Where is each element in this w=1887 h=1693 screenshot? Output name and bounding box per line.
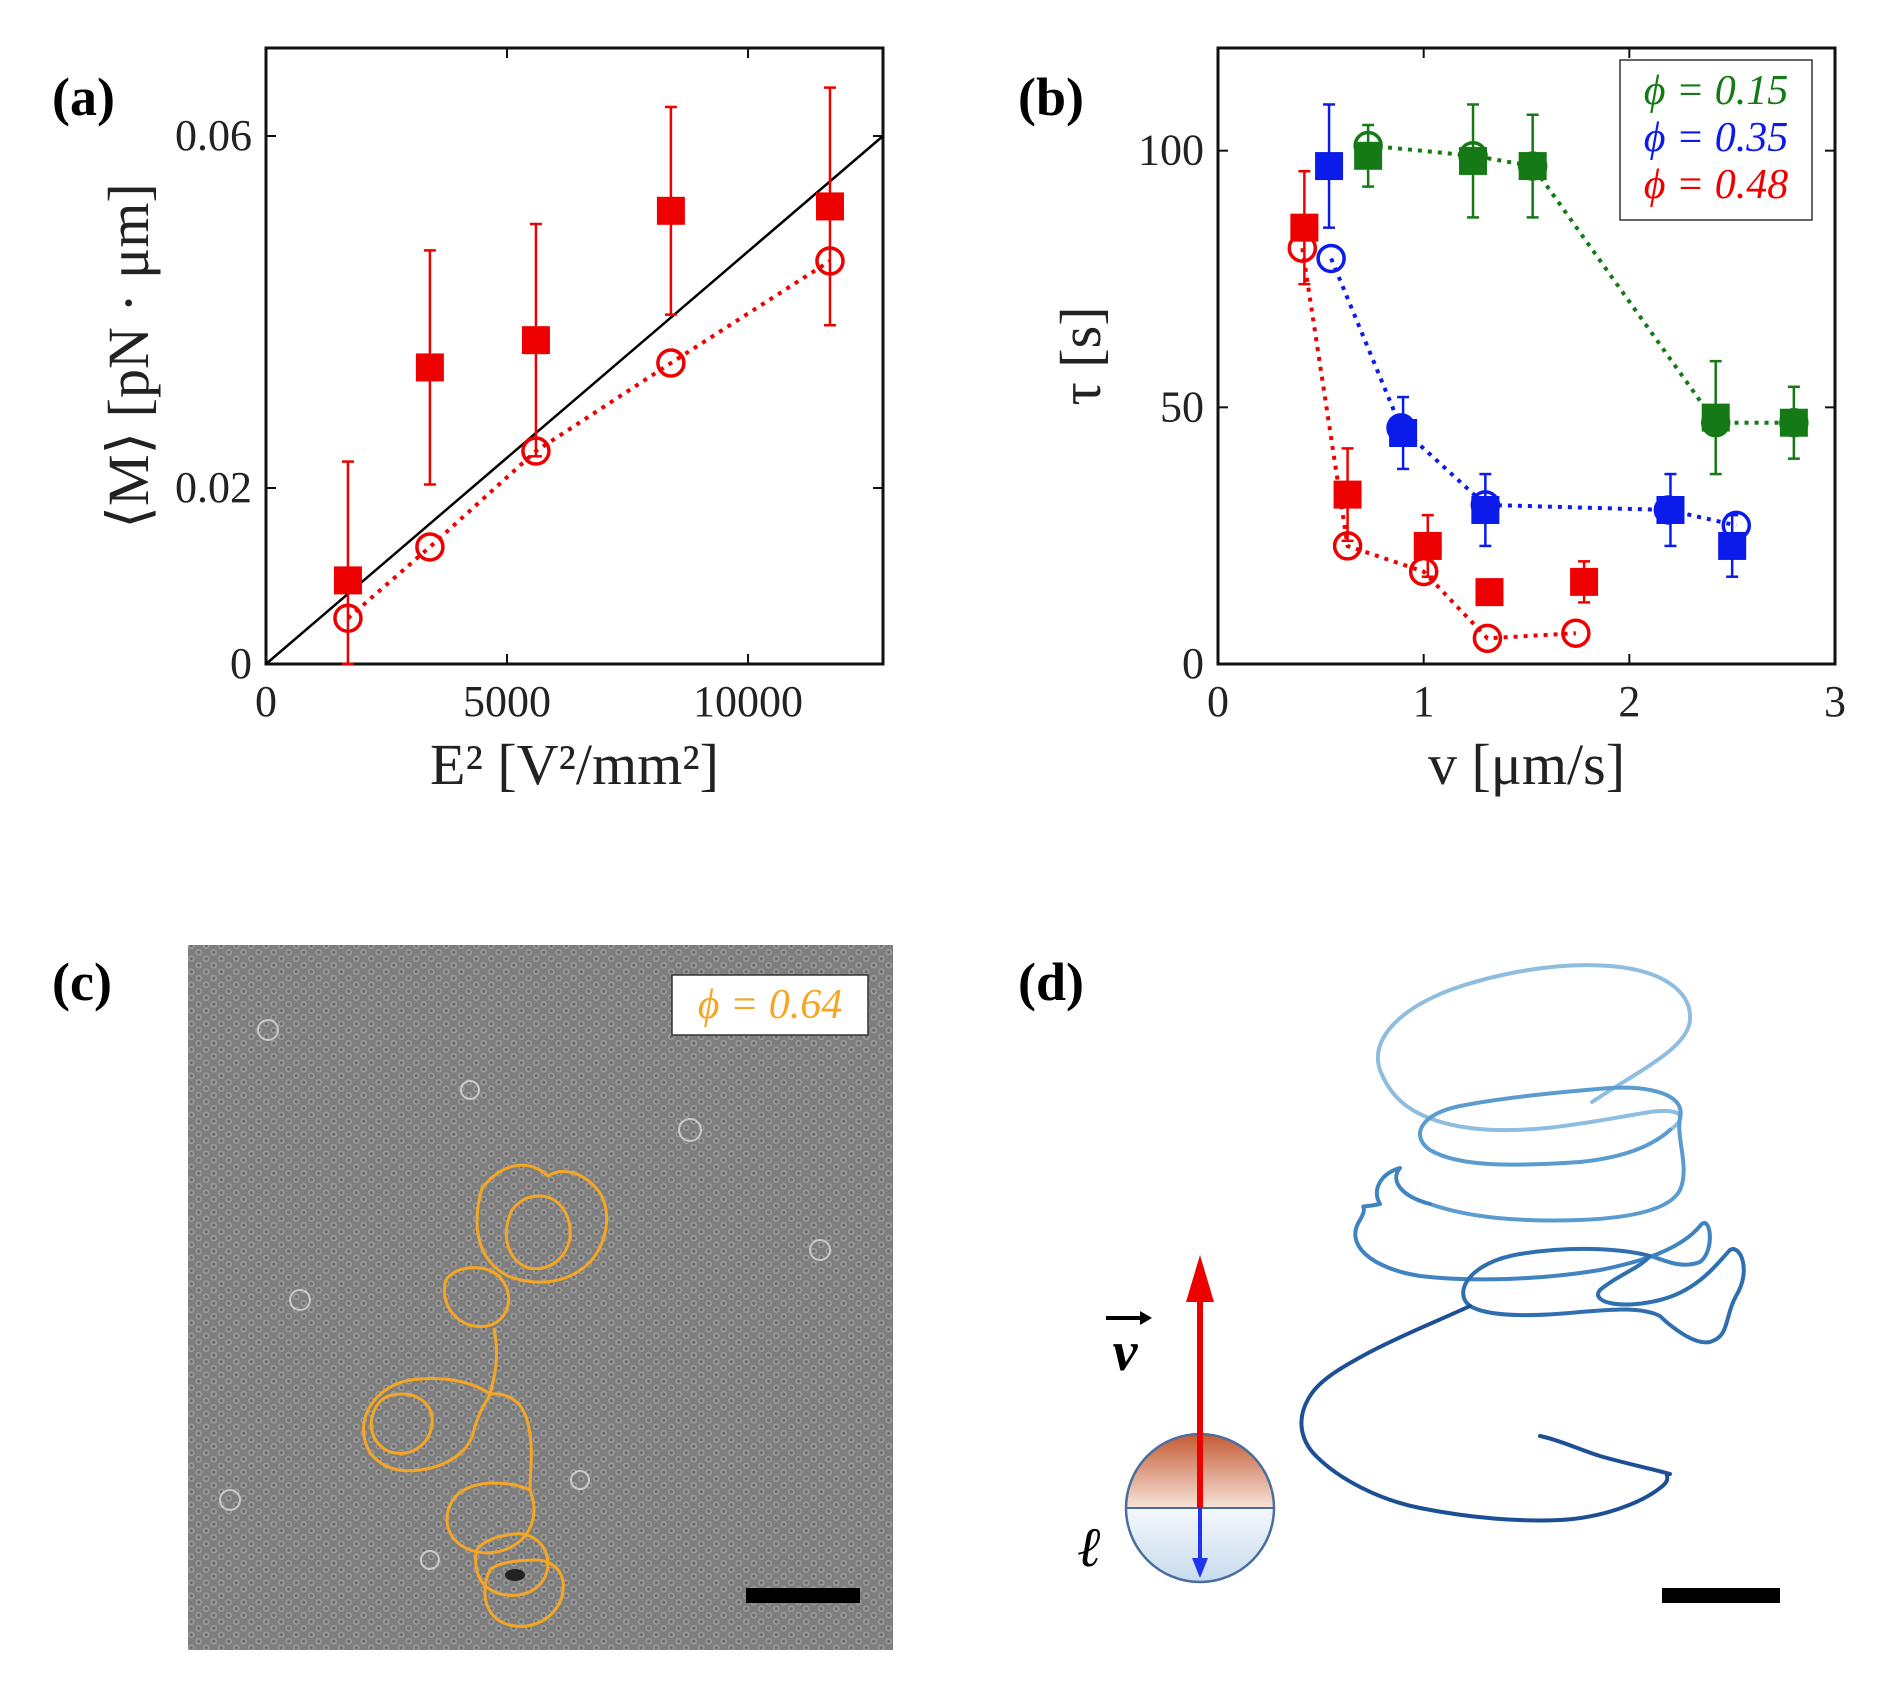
chart-b-circle-point	[1458, 141, 1488, 171]
chart-b-circle-point	[1653, 495, 1684, 525]
phi-label: ϕ = 0.64	[698, 982, 843, 1028]
chart-b-xtick-label: 1	[1413, 677, 1435, 726]
chart-b: 0 1 2 3 0 50 100 v [μm/s] τ [s] ϕ = 0.15ϕ = 0.35ϕ…	[1048, 46, 1846, 797]
chart-b-circle-point	[1470, 490, 1501, 520]
chart-a-ylabel: ⟨M⟩ [pN · μm]	[96, 183, 161, 528]
chart-b-circle-point	[1386, 413, 1416, 443]
chart-a-circle-point	[815, 246, 845, 276]
tracer-particle	[505, 1569, 525, 1581]
chart-b-square-point	[1570, 567, 1599, 596]
velocity-label: v	[1113, 1321, 1139, 1383]
chart-b-xtick-label: 2	[1618, 677, 1640, 726]
chart-a-square-point	[521, 326, 550, 355]
panel-c-label: (c)	[52, 952, 112, 1012]
chart-b-square-point	[1459, 146, 1488, 175]
phi-label-box	[671, 974, 869, 1036]
chart-b-ylabel: τ [s]	[1048, 306, 1113, 405]
chart-b-square-point	[1333, 480, 1362, 509]
chart-a-ytick-label: 0.06	[175, 111, 252, 160]
chart-a-ytick-label: 0.02	[175, 463, 252, 512]
chart-b-legend-entry: ϕ = 0.15	[1644, 68, 1789, 114]
chart-b-xtick-label: 0	[1207, 677, 1229, 726]
chart-b-legend-box	[1619, 59, 1813, 221]
length-arrowhead	[1192, 1558, 1208, 1578]
chart-b-xtick-label: 3	[1824, 677, 1846, 726]
chart-b-series-line	[1367, 143, 1794, 425]
chart-a-xlabel: E² [V²/mm²]	[430, 732, 719, 797]
chart-a-square-point	[415, 353, 444, 382]
chart-a-square-point	[656, 196, 685, 225]
chart-b-circle-point	[1332, 531, 1363, 561]
chart-b-ytick-label: 50	[1160, 382, 1204, 431]
chart-b-circle-point	[1721, 510, 1752, 541]
chart-a-xtick-label: 5000	[463, 677, 551, 726]
chart-a-square-point	[333, 566, 362, 595]
chart-b-legend: ϕ = 0.15ϕ = 0.35ϕ = 0.48	[1619, 59, 1813, 221]
chart-a-ytick-label: 0	[230, 639, 252, 688]
panel-b-label: (b)	[1018, 67, 1084, 127]
chart-a-axes-frame	[264, 46, 885, 666]
chart-a-square-point	[815, 192, 844, 221]
chart-b-square-point	[1471, 496, 1500, 524]
swimmer-diagram: v ℓ	[1078, 1255, 1276, 1584]
panel-d-label: (d)	[1018, 952, 1084, 1012]
chart-b-series-line	[1300, 247, 1576, 641]
panel-a-label: (a)	[52, 67, 115, 127]
velocity-arrowhead	[1186, 1255, 1214, 1302]
chart-b-square-point	[1413, 531, 1442, 560]
chart-b-circle-point	[1316, 243, 1346, 274]
chart-a-fit-line	[265, 135, 884, 665]
chart-a-xtick-label: 0	[255, 677, 277, 726]
scale-bar-c	[746, 1588, 860, 1603]
chart-b-xlabel: v [μm/s]	[1428, 732, 1625, 797]
chart-b-circle-point	[1472, 623, 1503, 654]
velocity-vector-head	[1140, 1311, 1152, 1325]
chart-a-circle-line	[346, 259, 832, 620]
chart-a-circle-point	[656, 348, 686, 378]
chart-a-circle-point	[415, 532, 445, 562]
chart-b-ytick-label: 100	[1138, 126, 1204, 175]
colloid-crystal-image	[188, 945, 893, 1650]
chart-a: 0 5000 10000 0 0.02 0.06 E² [V²/mm²] ⟨M⟩ [pN · …	[96, 46, 885, 797]
chart-b-circle-point	[1353, 130, 1383, 161]
chart-b-circle-point	[1287, 233, 1318, 263]
length-label: ℓ	[1078, 1517, 1102, 1579]
chart-b-series-line	[1329, 257, 1737, 528]
defect-rings	[219, 1000, 831, 1570]
chart-b-circle-point	[1517, 151, 1548, 181]
chart-b-circle-point	[1779, 407, 1809, 438]
chart-a-circle-point	[333, 603, 363, 633]
chart-b-circle-point	[1561, 618, 1591, 648]
chart-b-ytick-label: 0	[1182, 639, 1204, 688]
chart-a-circle-point	[521, 436, 551, 466]
chart-b-legend-entry: ϕ = 0.35	[1644, 115, 1789, 161]
chart-b-square-point	[1475, 578, 1504, 607]
chart-b-circle-point	[1408, 556, 1439, 587]
particle-trajectory	[362, 1163, 609, 1628]
chart-a-xtick-label: 10000	[693, 677, 803, 726]
chart-b-axes-frame	[1216, 46, 1837, 666]
scale-bar-d	[1662, 1588, 1780, 1603]
chart-b-circle-point	[1700, 407, 1731, 438]
micrograph: ϕ = 0.64	[188, 945, 893, 1650]
chart-b-square-point	[1315, 152, 1344, 181]
trajectory-d	[1299, 963, 1746, 1523]
chart-b-legend-entry: ϕ = 0.48	[1644, 162, 1789, 208]
